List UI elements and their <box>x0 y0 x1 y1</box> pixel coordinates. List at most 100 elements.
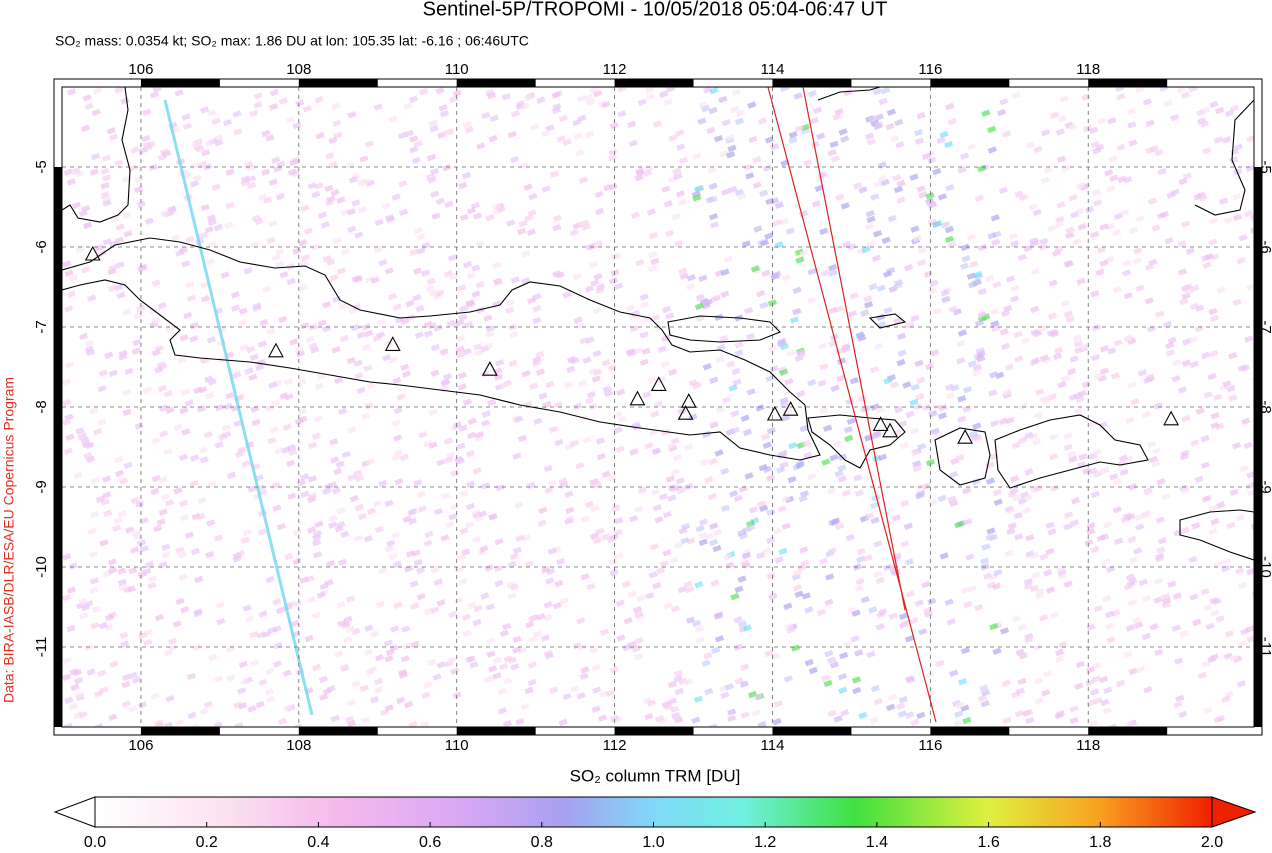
noise-pixel <box>738 532 749 540</box>
noise-pixel <box>1109 473 1119 481</box>
noise-pixel <box>882 270 893 278</box>
noise-pixel <box>1004 549 1014 558</box>
noise-pixel <box>768 592 778 601</box>
noise-pixel <box>858 186 868 194</box>
noise-pixel <box>420 269 431 277</box>
noise-pixel <box>617 87 627 93</box>
noise-pixel <box>503 655 513 663</box>
noise-pixel <box>989 371 999 379</box>
noise-pixel <box>1245 164 1254 173</box>
noise-pixel <box>905 711 915 719</box>
noise-pixel <box>1060 375 1070 383</box>
volcano <box>268 342 284 358</box>
noise-pixel <box>1095 143 1105 152</box>
noise-pixel <box>128 566 138 575</box>
noise-pixel <box>698 531 708 540</box>
noise-pixel <box>710 579 720 587</box>
noise-pixel <box>670 605 681 613</box>
noise-pixel <box>250 659 260 667</box>
noise-pixel <box>773 700 784 708</box>
noise-pixel <box>526 228 536 236</box>
noise-pixel <box>644 712 654 721</box>
noise-pixel <box>90 152 101 161</box>
noise-pixel <box>629 324 639 333</box>
noise-pixel <box>1249 213 1254 221</box>
noise-pixel <box>830 155 840 163</box>
noise-pixel <box>1241 417 1251 426</box>
noise-pixel <box>961 255 971 263</box>
noise-pixel <box>609 121 619 130</box>
noise-pixel <box>225 201 235 210</box>
noise-pixel <box>185 235 195 244</box>
noise-pixel <box>554 438 564 447</box>
noise-pixel <box>959 152 970 160</box>
noise-pixel <box>1201 495 1211 503</box>
noise-pixel <box>493 373 504 381</box>
noise-pixel <box>180 388 191 396</box>
noise-pixel <box>678 677 688 686</box>
noise-pixel <box>226 674 236 682</box>
x-tick-band <box>456 79 536 87</box>
noise-pixel <box>136 538 147 547</box>
noise-pixel <box>915 492 925 500</box>
noise-pixel <box>916 376 926 385</box>
noise-pixel <box>569 439 579 448</box>
noise-pixel <box>874 342 884 351</box>
noise-pixel <box>335 460 345 469</box>
noise-pixel <box>1179 453 1189 461</box>
noise-pixel <box>1190 439 1200 447</box>
noise-pixel <box>1049 433 1059 441</box>
noise-pixel <box>720 467 730 476</box>
noise-pixel <box>734 585 744 594</box>
noise-pixel <box>213 721 223 727</box>
noise-pixel <box>667 494 677 502</box>
noise-pixel <box>704 687 714 696</box>
noise-pixel <box>392 303 402 311</box>
noise-pixel <box>462 347 473 356</box>
noise-pixel <box>423 439 433 448</box>
noise-pixel <box>896 702 906 710</box>
noise-pixel <box>1196 117 1207 125</box>
noise-pixel <box>143 638 153 647</box>
noise-pixel <box>1221 695 1231 703</box>
noise-pixel <box>698 274 708 283</box>
noise-pixel <box>590 279 600 287</box>
noise-pixel <box>97 418 107 426</box>
noise-pixel <box>442 372 453 381</box>
noise-pixel <box>413 558 423 567</box>
noise-pixel <box>351 680 361 688</box>
noise-pixel <box>947 495 957 504</box>
noise-pixel <box>1063 511 1074 519</box>
noise-pixel <box>940 289 950 297</box>
noise-pixel <box>1073 340 1083 348</box>
volcano <box>1163 410 1180 426</box>
noise-pixel <box>759 504 769 513</box>
noise-pixel <box>675 477 685 485</box>
noise-pixel <box>275 606 286 615</box>
noise-pixel <box>1115 679 1126 688</box>
noise-pixel <box>753 225 763 233</box>
noise-pixel <box>746 523 756 532</box>
noise-pixel <box>505 298 515 307</box>
noise-pixel <box>904 321 915 329</box>
noise-pixel <box>343 615 353 624</box>
noise-pixel <box>1210 518 1220 526</box>
noise-pixel <box>800 559 810 567</box>
noise-pixel <box>1045 586 1056 594</box>
noise-pixel <box>711 646 721 654</box>
noise-pixel <box>606 535 617 544</box>
noise-pixel <box>1069 355 1079 363</box>
noise-pixel <box>284 378 294 386</box>
noise-pixel <box>680 536 690 545</box>
noise-pixel <box>634 173 644 182</box>
noise-pixel <box>429 167 440 176</box>
noise-pixel <box>712 544 722 553</box>
noise-pixel <box>364 329 374 338</box>
noise-pixel <box>144 628 154 637</box>
noise-pixel <box>957 415 967 423</box>
noise-pixel <box>1208 238 1218 246</box>
noise-pixel <box>414 331 424 339</box>
noise-pixel <box>642 390 652 399</box>
noise-pixel <box>62 553 72 561</box>
noise-pixel <box>781 495 791 503</box>
